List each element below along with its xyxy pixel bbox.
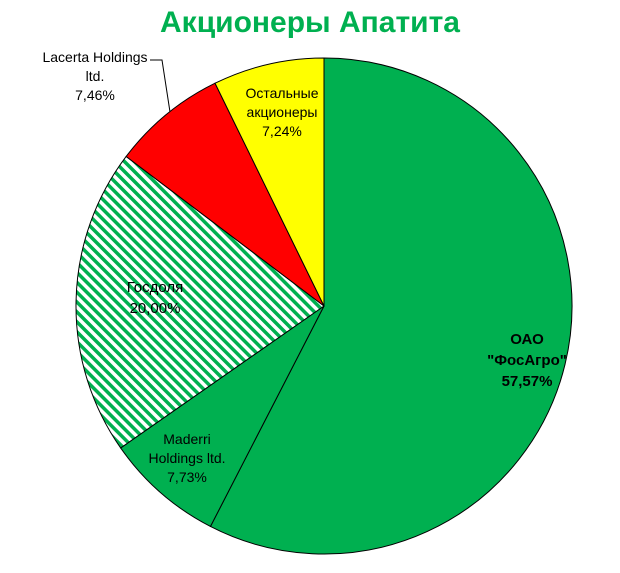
slice-label-line: "ФосАгро" xyxy=(487,352,567,369)
slice-fosagro xyxy=(209,57,573,555)
slice-label-line: 7,46% xyxy=(75,87,115,103)
slice-label-line: ltd. xyxy=(85,68,105,84)
slice-label-line: Госдоля xyxy=(126,279,184,296)
slice-other xyxy=(214,57,325,307)
slice-label-other: Остальные акционеры 7,24% xyxy=(232,84,332,141)
chart-title: Акционеры Апатита xyxy=(160,6,460,39)
slice-label-line: Lacerta Holdings xyxy=(42,49,148,65)
slice-label-line: 20,00% xyxy=(129,300,181,317)
slice-label-gosdolya: Госдоля 20,00% xyxy=(100,277,210,319)
slice-label-fosagro: ОАО "ФосАгро" 57,57% xyxy=(452,329,602,392)
slice-label-line: Maderri xyxy=(163,431,211,447)
lacerta-leader-line xyxy=(150,59,171,113)
slice-label-maderri: Maderri Holdings ltd. 7,73% xyxy=(132,430,242,487)
slice-label-line: Holdings ltd. xyxy=(148,450,226,466)
slice-label-lacerta: Lacerta Holdings ltd. 7,46% xyxy=(30,48,160,105)
slice-maderri xyxy=(119,305,325,528)
slice-label-line: Остальные xyxy=(245,85,319,101)
slice-lacerta xyxy=(125,82,325,307)
slice-label-line: 7,24% xyxy=(262,123,302,139)
slice-label-line: 7,73% xyxy=(167,469,207,485)
slice-gosdolya xyxy=(75,155,325,449)
pie-slices xyxy=(75,57,573,555)
slice-label-line: ОАО xyxy=(510,331,544,348)
slice-label-line: 57,57% xyxy=(501,373,553,390)
slice-label-line: акционеры xyxy=(246,104,318,120)
